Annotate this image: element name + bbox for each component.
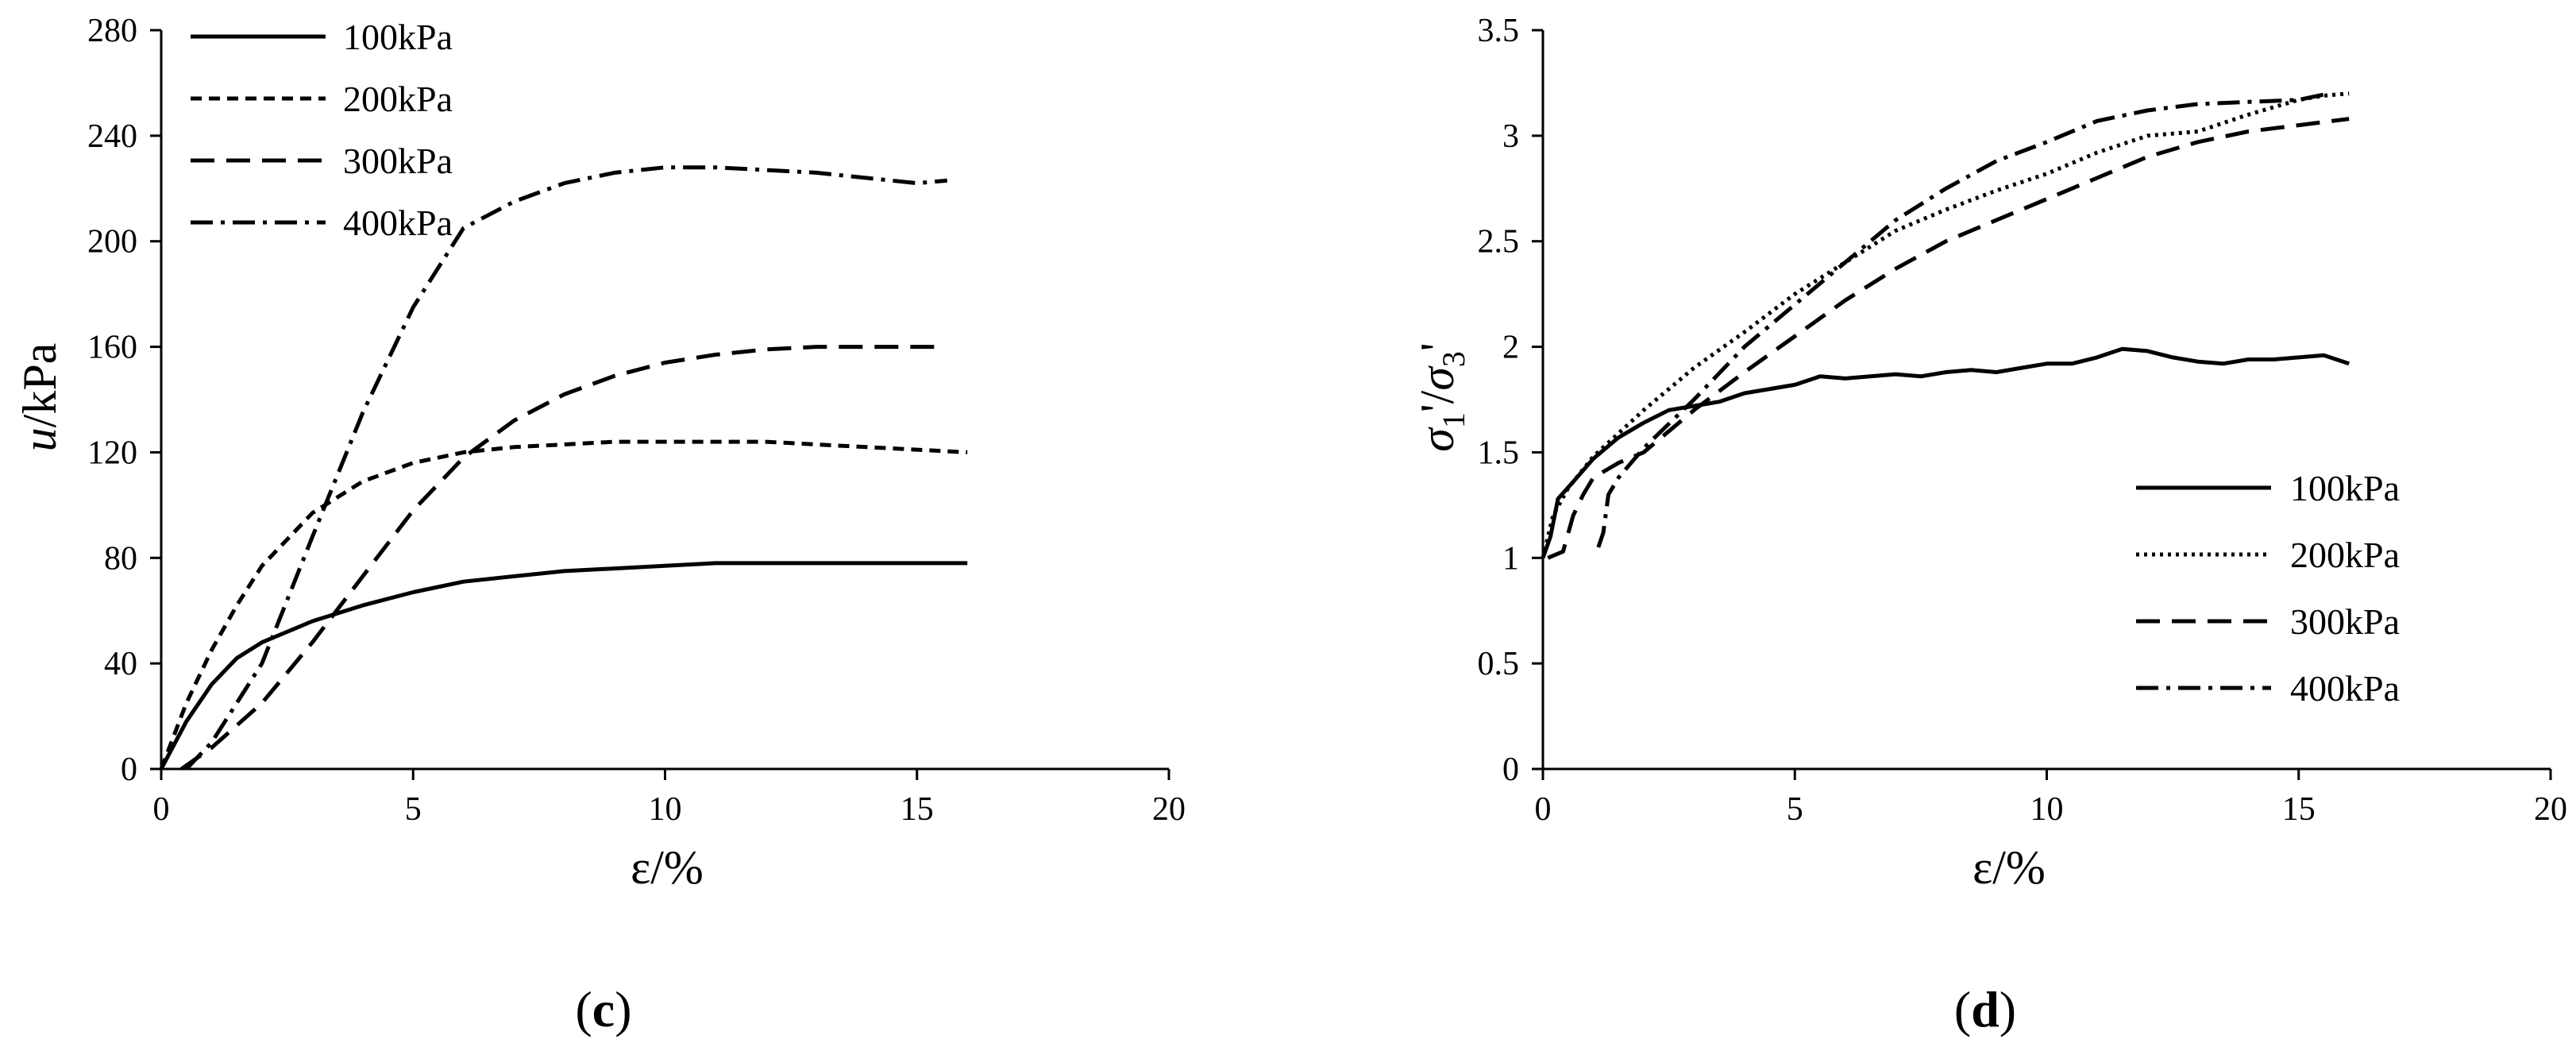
chart-d-legend-label-200kpa: 200kPa xyxy=(2290,535,2400,575)
chart-d-x-tick-label: 20 xyxy=(2534,791,2567,828)
chart-d-series-100kpa-line xyxy=(1541,346,2350,559)
chart-c-legend-label-200kpa: 200kPa xyxy=(343,79,453,119)
chart-d-y-tick-label: 2 xyxy=(1502,330,1519,366)
chart-d-axes: 0 5 10 15 20 0 0.5 1 1.5 2 2.5 3 3.5 xyxy=(1478,13,2568,828)
chart-d-series-400kpa-line xyxy=(1596,91,2330,548)
chart-c-x-tick-label: 0 xyxy=(153,791,170,828)
chart-c-legend-label-100kpa: 100kPa xyxy=(343,17,453,57)
chart-c-series-200kpa-line xyxy=(159,439,968,770)
chart-c-series-group xyxy=(159,165,968,771)
chart-d-y-tick-label: 1.5 xyxy=(1478,435,1520,471)
chart-d: 0 5 10 15 20 0 0.5 1 1.5 2 2.5 3 3.5 100kPa 200kPa 300… xyxy=(1411,13,2567,1037)
chart-c-series-100kpa-line xyxy=(159,561,968,771)
chart-c-y-tick-label: 200 xyxy=(87,224,137,261)
chart-d-y-tick-label: 1 xyxy=(1502,540,1519,577)
chart-c-y-axis-label-unit: /kPa xyxy=(13,343,66,428)
chart-c-series-300kpa-line xyxy=(179,345,943,771)
chart-d-x-tick-label: 5 xyxy=(1787,791,1803,828)
chart-d-y-tick-label: 0.5 xyxy=(1478,646,1520,682)
chart-c-y-tick-label: 120 xyxy=(87,435,137,471)
chart-c-y-tick-label: 40 xyxy=(104,646,137,682)
chart-c-panel-label: (c) xyxy=(575,981,631,1037)
chart-c-legend-label-300kpa: 300kPa xyxy=(343,141,453,181)
chart-d-series-300kpa-line xyxy=(1547,117,2350,560)
chart-d-y-tick-label: 3.5 xyxy=(1478,13,1520,49)
chart-c-y-tick-label: 0 xyxy=(121,751,137,788)
chart-d-x-axis-label: ε/% xyxy=(1972,841,2046,894)
chart-c-y-tick-label: 280 xyxy=(87,13,137,49)
chart-d-y-axis-label: σ1'/σ3' xyxy=(1411,342,1471,451)
chart-c-y-tick-label: 80 xyxy=(104,540,137,577)
chart-c-legend-label-400kpa: 400kPa xyxy=(343,203,453,243)
chart-d-x-tick-label: 10 xyxy=(2030,791,2064,828)
chart-d-legend-label-400kpa: 400kPa xyxy=(2290,668,2400,709)
chart-c-x-tick-label: 10 xyxy=(649,791,682,828)
chart-d-legend: 100kPa 200kPa 300kPa 400kPa xyxy=(2136,468,2400,709)
chart-d-x-tick-label: 0 xyxy=(1535,791,1552,828)
chart-d-legend-label-300kpa: 300kPa xyxy=(2290,601,2400,642)
chart-d-x-tick-label: 15 xyxy=(2282,791,2316,828)
chart-d-series-group xyxy=(1541,91,2350,560)
chart-c-x-tick-label: 5 xyxy=(405,791,422,828)
chart-c-y-tick-label: 240 xyxy=(87,118,137,155)
chart-c-x-tick-label: 20 xyxy=(1152,791,1186,828)
chart-d-legend-label-100kpa: 100kPa xyxy=(2290,468,2400,508)
chart-d-y-tick-label: 0 xyxy=(1502,751,1519,788)
chart-c-legend: 100kPa 200kPa 300kPa 400kPa xyxy=(191,17,453,243)
chart-c-series-400kpa-line xyxy=(184,165,948,771)
chart-c-y-tick-label: 160 xyxy=(87,330,137,366)
chart-c-x-tick-label: 15 xyxy=(900,791,934,828)
chart-c-y-axis-label: u/kPa xyxy=(13,343,66,452)
chart-d-y-tick-label: 3 xyxy=(1502,118,1519,155)
chart-d-panel-label: (d) xyxy=(1954,981,2016,1037)
chart-c-x-axis-label: ε/% xyxy=(631,841,704,894)
chart-d-y-tick-label: 2.5 xyxy=(1478,224,1520,261)
chart-c-y-axis-label-variable: u xyxy=(13,427,66,451)
